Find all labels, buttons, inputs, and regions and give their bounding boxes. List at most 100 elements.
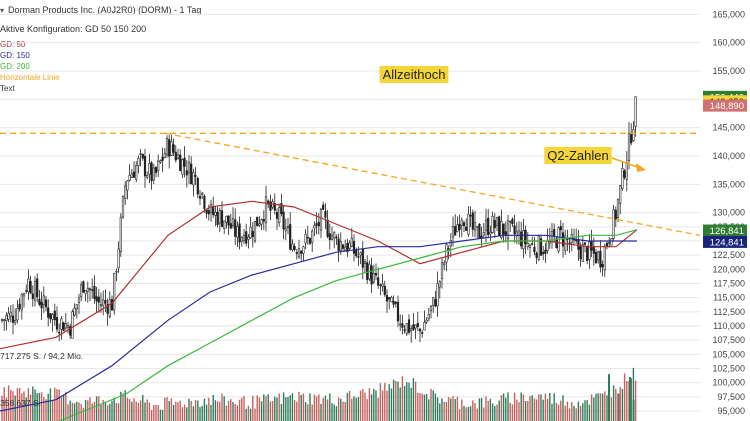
candle-body (47, 307, 50, 318)
candle-body (535, 252, 538, 258)
volume-bar (342, 401, 344, 421)
collapse-icon[interactable]: ▾ (0, 6, 5, 15)
volume-bar (562, 395, 564, 421)
volume-bar (612, 385, 615, 421)
volume-bar (465, 407, 467, 421)
candle-body (242, 235, 246, 242)
candle-body (286, 226, 290, 228)
volume-bar (247, 405, 250, 421)
volume-bar (483, 407, 485, 421)
candle-body (491, 215, 494, 233)
candle-body (152, 167, 155, 181)
candle-body (306, 236, 309, 239)
volume-bar (555, 402, 558, 421)
candle-body (473, 222, 477, 231)
candle-body (335, 236, 338, 239)
candle-body (22, 293, 26, 297)
volume-bar (582, 403, 584, 421)
volume-bar (337, 397, 340, 421)
volume-bar (76, 401, 78, 421)
candle-body (77, 297, 81, 303)
volume-bar (527, 400, 529, 421)
volume-bar (496, 404, 498, 421)
candle-body (108, 299, 111, 317)
volume-bar (566, 401, 569, 421)
volume-bar (489, 398, 492, 421)
volume-bar (232, 401, 234, 421)
candle-body (630, 133, 633, 144)
volume-bar (513, 392, 516, 421)
y-tick-label: 155,000 (712, 66, 745, 76)
candle-body (520, 231, 523, 247)
candle-body (93, 286, 96, 299)
trendline (165, 132, 701, 236)
candle-body (388, 297, 391, 300)
volume-bar (98, 396, 100, 421)
volume-bar (309, 393, 311, 421)
y-tick-label: 95,000 (717, 406, 745, 416)
volume-bar (324, 395, 327, 421)
volume-bar (56, 389, 58, 421)
volume-bar (522, 394, 525, 421)
volume-bar (188, 398, 190, 421)
volume-bar (573, 405, 575, 421)
volume-bar (146, 399, 148, 421)
candle-body (284, 228, 287, 232)
candle-body (363, 260, 367, 264)
volume-bar (577, 401, 580, 421)
volume-bar (36, 393, 38, 421)
volume-bar (408, 382, 410, 421)
volume-bar (12, 391, 14, 421)
ma150-line (0, 234, 637, 412)
candle-body (522, 230, 525, 250)
volume-bar (43, 397, 45, 421)
price-badge-bg (703, 224, 747, 237)
candle-body (196, 177, 199, 195)
volume-bar (322, 397, 324, 421)
legend-horizontal-line[interactable]: Horizontale Linie (0, 73, 60, 82)
volume-bar (540, 394, 542, 421)
candle-body (194, 175, 197, 177)
candle-body (623, 170, 626, 178)
candle-body (3, 319, 6, 321)
candle-body (60, 318, 63, 330)
volume-bar (359, 390, 362, 421)
volume-bar (430, 388, 432, 421)
candle-body (586, 246, 589, 262)
volume-bar (256, 395, 258, 421)
volume-bar (40, 392, 43, 421)
volume-bar (388, 384, 390, 421)
volume-bar (181, 407, 184, 421)
volume-bar (584, 400, 586, 421)
candle-body (300, 250, 303, 254)
volume-bar (623, 373, 626, 421)
legend-gd200[interactable]: GD: 200 (0, 62, 30, 71)
volume-bar (421, 393, 423, 421)
legend-gd50[interactable]: GD: 50 (0, 40, 26, 49)
candle-body (9, 311, 12, 317)
volume-bar (102, 400, 104, 421)
volume-bar (168, 401, 170, 421)
candle-body (289, 224, 292, 250)
y-tick-label: 160,000 (712, 38, 745, 48)
volume-bar (150, 410, 153, 421)
volume-bar (544, 393, 547, 421)
candle-body (42, 295, 45, 306)
candle-body (141, 154, 144, 159)
candle-body (590, 240, 593, 251)
volume-bar (392, 379, 395, 421)
candle-body (179, 154, 182, 172)
candle-body (273, 203, 276, 211)
volume-bar (287, 397, 289, 421)
candle-body (128, 174, 131, 181)
config-label: Aktive Konfiguration: GD 50 150 200 (0, 24, 147, 34)
volume-bar (304, 402, 307, 421)
volume-bar (87, 400, 89, 421)
candle-body (251, 231, 254, 237)
volume-bar (120, 391, 122, 421)
legend-text[interactable]: Text (0, 84, 15, 93)
volume-bar (311, 404, 313, 421)
legend-gd150[interactable]: GD: 150 (0, 51, 30, 60)
